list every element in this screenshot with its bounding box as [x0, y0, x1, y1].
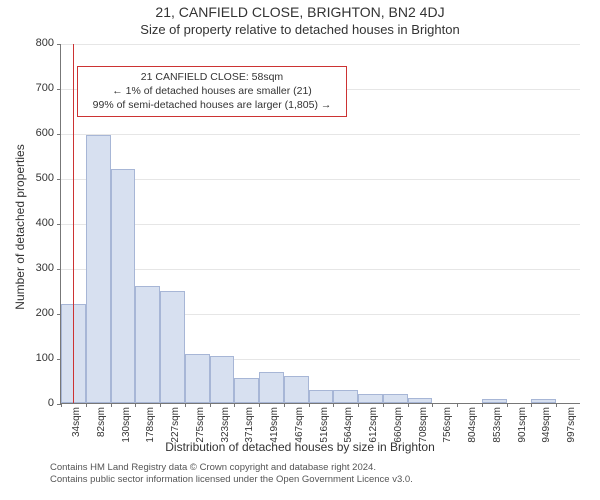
- x-tick-mark: [61, 403, 62, 407]
- y-tick-label: 300: [20, 262, 54, 274]
- y-tick-mark: [57, 44, 61, 45]
- histogram-bar: [185, 354, 210, 404]
- histogram-bar: [111, 169, 136, 403]
- y-tick-label: 800: [20, 37, 54, 49]
- title-line-2: Size of property relative to detached ho…: [0, 22, 600, 37]
- x-tick-mark: [210, 403, 211, 407]
- y-tick-label: 0: [20, 397, 54, 409]
- x-tick-mark: [482, 403, 483, 407]
- annotation-line: 21 CANFIELD CLOSE: 58sqm: [84, 70, 340, 84]
- gridline: [61, 179, 580, 180]
- x-tick-mark: [309, 403, 310, 407]
- annotation-box: 21 CANFIELD CLOSE: 58sqm← 1% of detached…: [77, 66, 347, 117]
- chart-container: 21, CANFIELD CLOSE, BRIGHTON, BN2 4DJ Si…: [0, 0, 600, 500]
- histogram-bar: [309, 390, 334, 404]
- y-tick-mark: [57, 224, 61, 225]
- histogram-bar: [383, 394, 408, 403]
- y-tick-mark: [57, 89, 61, 90]
- y-tick-label: 100: [20, 352, 54, 364]
- histogram-bar: [210, 356, 235, 403]
- histogram-bar: [135, 286, 160, 403]
- x-axis-label: Distribution of detached houses by size …: [0, 440, 600, 454]
- annotation-line: 99% of semi-detached houses are larger (…: [84, 98, 340, 112]
- footer-line-2: Contains public sector information licen…: [50, 474, 590, 486]
- x-tick-mark: [234, 403, 235, 407]
- x-tick-mark: [333, 403, 334, 407]
- x-tick-mark: [111, 403, 112, 407]
- histogram-bar: [259, 372, 284, 404]
- x-tick-mark: [432, 403, 433, 407]
- x-tick-mark: [457, 403, 458, 407]
- x-tick-mark: [358, 403, 359, 407]
- x-tick-mark: [383, 403, 384, 407]
- y-tick-label: 400: [20, 217, 54, 229]
- x-tick-mark: [531, 403, 532, 407]
- y-tick-label: 600: [20, 127, 54, 139]
- x-tick-mark: [86, 403, 87, 407]
- gridline: [61, 269, 580, 270]
- title-line-1: 21, CANFIELD CLOSE, BRIGHTON, BN2 4DJ: [0, 4, 600, 20]
- x-tick-mark: [408, 403, 409, 407]
- y-tick-mark: [57, 269, 61, 270]
- y-tick-label: 700: [20, 82, 54, 94]
- gridline: [61, 134, 580, 135]
- y-tick-label: 200: [20, 307, 54, 319]
- histogram-bar: [358, 394, 383, 403]
- subject-marker-line: [73, 44, 74, 403]
- histogram-bar: [284, 376, 309, 403]
- x-tick-mark: [259, 403, 260, 407]
- x-tick-mark: [135, 403, 136, 407]
- y-tick-label: 500: [20, 172, 54, 184]
- y-tick-mark: [57, 134, 61, 135]
- histogram-bar: [234, 378, 259, 403]
- x-tick-mark: [507, 403, 508, 407]
- annotation-line: ← 1% of detached houses are smaller (21): [84, 84, 340, 98]
- x-tick-mark: [160, 403, 161, 407]
- x-tick-mark: [556, 403, 557, 407]
- footer-attribution: Contains HM Land Registry data © Crown c…: [50, 462, 590, 486]
- gridline: [61, 224, 580, 225]
- x-tick-mark: [185, 403, 186, 407]
- plot-area: 34sqm82sqm130sqm178sqm227sqm275sqm323sqm…: [60, 44, 580, 404]
- histogram-bar: [86, 135, 111, 403]
- histogram-bar: [160, 291, 185, 404]
- gridline: [61, 44, 580, 45]
- footer-line-1: Contains HM Land Registry data © Crown c…: [50, 462, 590, 474]
- histogram-bar: [333, 390, 358, 404]
- x-tick-mark: [284, 403, 285, 407]
- y-tick-mark: [57, 179, 61, 180]
